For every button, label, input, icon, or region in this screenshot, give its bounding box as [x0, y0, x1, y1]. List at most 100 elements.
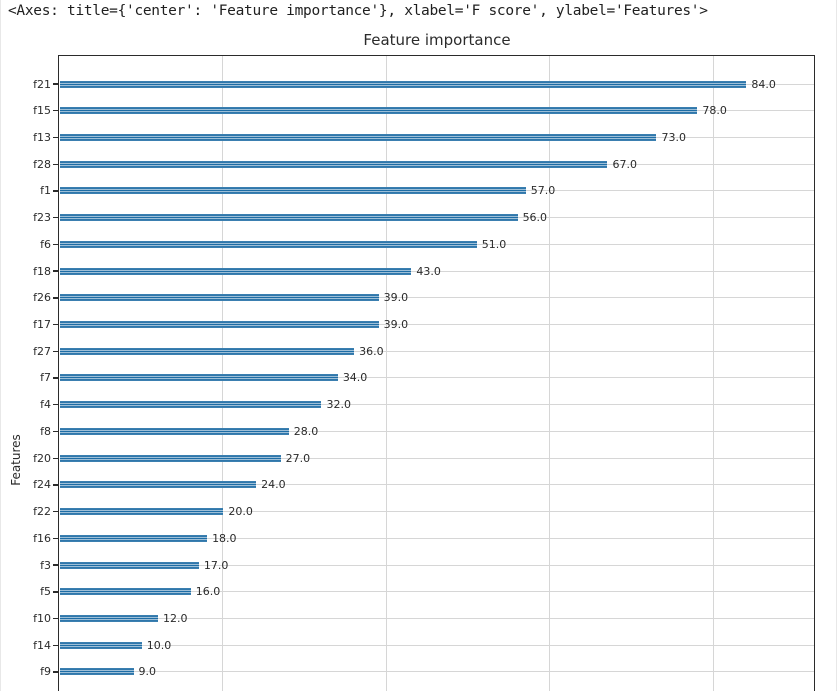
- y-tick-label: f4: [40, 398, 51, 412]
- y-tick-label: f22: [33, 505, 51, 519]
- chart-title: Feature importance: [363, 31, 511, 49]
- y-tick: [53, 404, 58, 406]
- y-tick: [53, 217, 58, 219]
- bar: [60, 187, 526, 195]
- y-tick: [53, 511, 58, 513]
- cell-left-border: [0, 0, 1, 691]
- y-tick: [53, 243, 58, 246]
- bar: [60, 615, 159, 623]
- y-tick: [53, 617, 58, 620]
- y-tick-label: f6: [40, 237, 51, 251]
- bar-value-label: 67.0: [612, 157, 637, 171]
- bar-value-label: 78.0: [702, 104, 727, 118]
- bar-value-label: 20.0: [228, 505, 253, 519]
- y-tick-label: f17: [33, 318, 51, 332]
- bar: [60, 347, 355, 355]
- grid-line-h: [60, 404, 814, 406]
- bar: [60, 294, 379, 302]
- bar-value-label: 73.0: [661, 130, 686, 144]
- bar-value-label: 27.0: [285, 451, 311, 465]
- bar: [60, 160, 608, 168]
- y-tick: [53, 350, 58, 352]
- bar: [60, 427, 289, 435]
- bar-value-label: 51.0: [481, 237, 507, 251]
- y-tick-label: f16: [33, 531, 51, 545]
- grid-line-h: [60, 511, 814, 513]
- bar-value-label: 43.0: [416, 264, 441, 278]
- cell-right-border: [836, 0, 837, 691]
- grid-line-h: [60, 671, 814, 673]
- y-tick: [53, 564, 58, 566]
- y-tick-label: f14: [33, 638, 51, 652]
- bar-value-label: 17.0: [203, 558, 229, 572]
- bar: [60, 214, 518, 222]
- y-tick: [53, 323, 58, 326]
- y-tick-label: f8: [40, 424, 51, 438]
- y-tick-label: f21: [33, 77, 51, 91]
- y-tick: [53, 297, 58, 299]
- grid-line-v: [385, 56, 387, 691]
- grid-line-h: [60, 457, 814, 459]
- y-tick: [53, 190, 58, 192]
- y-tick-label: f26: [33, 291, 51, 305]
- bar: [60, 240, 477, 248]
- y-tick: [53, 457, 58, 459]
- y-tick-label: f23: [33, 211, 51, 225]
- y-tick-label: f18: [33, 264, 51, 278]
- grid-line-h: [60, 618, 814, 620]
- y-tick-label: f13: [33, 130, 51, 144]
- grid-line-h: [60, 591, 814, 593]
- bar: [60, 454, 281, 462]
- grid-line-h: [60, 564, 814, 566]
- top-spine: [58, 54, 815, 56]
- bar-value-label: 24.0: [261, 478, 286, 492]
- y-tick: [53, 136, 58, 139]
- axes-repr-text: <Axes: title={'center': 'Feature importa…: [8, 3, 708, 19]
- bar-value-label: 18.0: [212, 531, 237, 545]
- y-tick: [53, 644, 58, 646]
- bar: [60, 588, 191, 596]
- y-tick-label: f9: [40, 665, 51, 679]
- bar: [60, 374, 338, 382]
- bar: [60, 561, 199, 569]
- bar-value-label: 16.0: [195, 585, 221, 599]
- grid-line-h: [60, 430, 814, 432]
- grid-line-h: [60, 537, 814, 539]
- y-tick: [53, 484, 58, 486]
- bar-value-label: 32.0: [326, 398, 351, 412]
- y-tick-label: f10: [33, 612, 51, 626]
- y-tick-label: f24: [33, 478, 51, 492]
- y-tick: [53, 110, 58, 112]
- bar-value-label: 9.0: [138, 665, 157, 679]
- y-tick-label: f5: [40, 585, 51, 599]
- bar-value-label: 10.0: [146, 638, 172, 652]
- y-tick: [53, 430, 58, 433]
- bar-value-label: 57.0: [530, 184, 556, 198]
- bar: [60, 401, 322, 409]
- grid-line-v: [549, 56, 551, 691]
- bar: [60, 80, 747, 88]
- bar: [60, 107, 698, 115]
- y-tick: [53, 537, 58, 540]
- y-tick-label: f27: [33, 344, 51, 358]
- y-tick-label: f15: [33, 104, 51, 118]
- bar: [60, 321, 379, 329]
- y-tick: [53, 163, 58, 165]
- bar-value-label: 39.0: [383, 318, 409, 332]
- y-tick: [53, 83, 58, 85]
- y-tick: [53, 270, 58, 272]
- bar: [60, 668, 134, 676]
- bar: [60, 481, 257, 489]
- grid-line-h: [60, 377, 814, 379]
- y-tick: [53, 671, 58, 673]
- bar-value-label: 34.0: [342, 371, 368, 385]
- bar: [60, 534, 208, 542]
- grid-line-h: [60, 484, 814, 486]
- bar: [60, 133, 657, 141]
- bar-value-label: 36.0: [359, 344, 384, 358]
- grid-line-v: [712, 56, 714, 691]
- grid-line-h: [60, 644, 814, 646]
- grid-line-h: [60, 324, 814, 326]
- bar-value-label: 12.0: [163, 612, 188, 626]
